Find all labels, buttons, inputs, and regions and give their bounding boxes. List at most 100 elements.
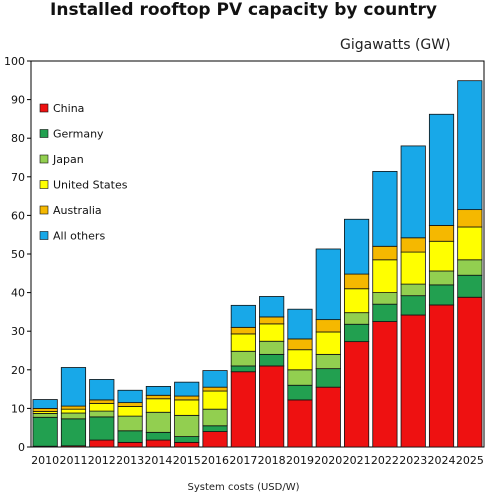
- bar-segment-germany-2019: [287, 384, 313, 401]
- bar-segment-germany-2025: [457, 274, 483, 298]
- bar-segment-united-states-2025: [457, 226, 483, 261]
- y-tick-label: 100: [4, 55, 25, 68]
- legend-label-china: China: [53, 102, 84, 115]
- y-tick-label: 20: [11, 364, 25, 377]
- bar-segment-japan-2016: [202, 408, 228, 427]
- bar-segment-united-states-2017: [230, 333, 256, 352]
- bar-segment-germany-2020: [315, 368, 341, 388]
- bar-segment-japan-2010: [32, 413, 58, 418]
- bar-segment-china-2023: [400, 314, 426, 448]
- bar-segment-australia-2024: [428, 225, 455, 242]
- legend-swatch-united-states: [39, 180, 49, 189]
- bar-segment-all-others-2019: [287, 308, 313, 340]
- bar-segment-china-2016: [202, 431, 228, 448]
- legend-swatch-china: [39, 103, 49, 113]
- bar-segment-all-others-2022: [372, 170, 398, 247]
- y-tick-label: 30: [11, 325, 25, 338]
- bar-segment-united-states-2019: [287, 349, 313, 371]
- x-tick-label: 2018: [258, 454, 286, 467]
- bar-segment-japan-2024: [428, 270, 455, 286]
- bar-segment-united-states-2016: [202, 390, 228, 410]
- bar-segment-germany-2022: [372, 303, 398, 322]
- x-tick-label: 2023: [399, 454, 427, 467]
- bar-segment-all-others-2023: [400, 145, 426, 239]
- x-tick-label: 2012: [88, 454, 116, 467]
- bar-segment-germany-2016: [202, 425, 228, 432]
- bar-segment-germany-2017: [230, 365, 256, 373]
- bar-segment-japan-2018: [259, 340, 285, 355]
- bar-segment-germany-2018: [259, 353, 285, 367]
- bar-segment-all-others-2014: [145, 385, 171, 396]
- x-tick-label: 2019: [286, 454, 314, 467]
- legend-swatch-all-others: [39, 231, 49, 240]
- bar-segment-australia-2013: [117, 402, 143, 407]
- y-tick-label: 90: [11, 94, 25, 107]
- bar-segment-germany-2021: [344, 323, 370, 343]
- bar-segment-japan-2023: [400, 283, 426, 297]
- legend-label-germany: Germany: [53, 128, 104, 141]
- bar-segment-all-others-2017: [230, 304, 256, 328]
- y-tick-label: 10: [11, 402, 25, 415]
- bar-segment-united-states-2015: [174, 399, 200, 416]
- bar-segment-germany-2014: [145, 431, 171, 441]
- bar-segment-united-states-2024: [428, 240, 455, 272]
- x-tick-label: 2011: [59, 454, 87, 467]
- bar-segment-china-2017: [230, 371, 256, 448]
- bar-segment-all-others-2018: [259, 296, 285, 318]
- bar-segment-australia-2014: [145, 394, 171, 400]
- bar-segment-all-others-2013: [117, 389, 143, 404]
- bar-segment-china-2020: [315, 386, 341, 448]
- bar-segment-china-2019: [287, 399, 313, 448]
- bar-segment-china-2012: [89, 439, 115, 448]
- bar-segment-australia-2017: [230, 326, 256, 335]
- bar-segment-all-others-2015: [174, 381, 200, 397]
- bar-segment-germany-2015: [174, 436, 200, 443]
- bar-segment-japan-2020: [315, 353, 341, 370]
- bar-segment-australia-2025: [457, 209, 483, 228]
- y-axis-unit-label: Gigawatts (GW): [340, 37, 451, 53]
- bar-segment-all-others-2011: [60, 367, 87, 407]
- x-tick-label: 2021: [343, 454, 371, 467]
- bar-segment-all-others-2021: [344, 218, 370, 275]
- bar-segment-united-states-2011: [60, 408, 87, 414]
- bar-segment-china-2024: [428, 304, 455, 448]
- legend-label-all-others: All others: [53, 230, 105, 243]
- bar-segment-australia-2012: [89, 399, 115, 404]
- bar-segment-japan-2022: [372, 292, 398, 305]
- bar-segment-china-2014: [145, 439, 171, 448]
- legend-label-united-states: United States: [53, 179, 128, 192]
- x-tick-label: 2016: [201, 454, 229, 467]
- x-tick-label: 2010: [31, 454, 59, 467]
- bar-segment-japan-2013: [117, 415, 143, 432]
- x-tick-label: 2014: [144, 454, 172, 467]
- bar-segment-australia-2023: [400, 237, 426, 253]
- legend-swatch-germany: [39, 129, 49, 138]
- bar-segment-united-states-2012: [89, 402, 115, 412]
- x-tick-label: 2013: [116, 454, 144, 467]
- bar-segment-all-others-2010: [32, 399, 58, 409]
- bar-segment-all-others-2024: [428, 113, 455, 226]
- bar-segment-australia-2022: [372, 245, 398, 261]
- bar-segment-china-2022: [372, 321, 398, 448]
- bar-segment-united-states-2014: [145, 398, 171, 413]
- bar-segment-japan-2011: [60, 412, 87, 420]
- x-axis-label: System costs (USD/W): [187, 482, 300, 493]
- bar-segment-germany-2011: [60, 418, 87, 447]
- bar-segment-germany-2012: [89, 416, 115, 441]
- bar-segment-japan-2017: [230, 350, 256, 367]
- legend-swatch-australia: [39, 205, 49, 215]
- y-tick-label: 70: [11, 171, 25, 184]
- bar-segment-china-2015: [174, 441, 200, 448]
- bar-segment-japan-2025: [457, 259, 483, 276]
- bar-segment-japan-2012: [89, 410, 115, 418]
- y-tick-label: 60: [11, 209, 25, 222]
- bar-segment-germany-2023: [400, 295, 426, 316]
- bar-segment-japan-2021: [344, 312, 370, 325]
- bar-segment-australia-2011: [60, 405, 87, 410]
- x-tick-label: 2025: [456, 454, 484, 467]
- bar-segment-australia-2010: [32, 407, 58, 412]
- bar-segment-japan-2014: [145, 411, 171, 433]
- y-tick-label: 50: [11, 248, 25, 261]
- chart-title: Installed rooftop PV capacity by country: [50, 0, 437, 20]
